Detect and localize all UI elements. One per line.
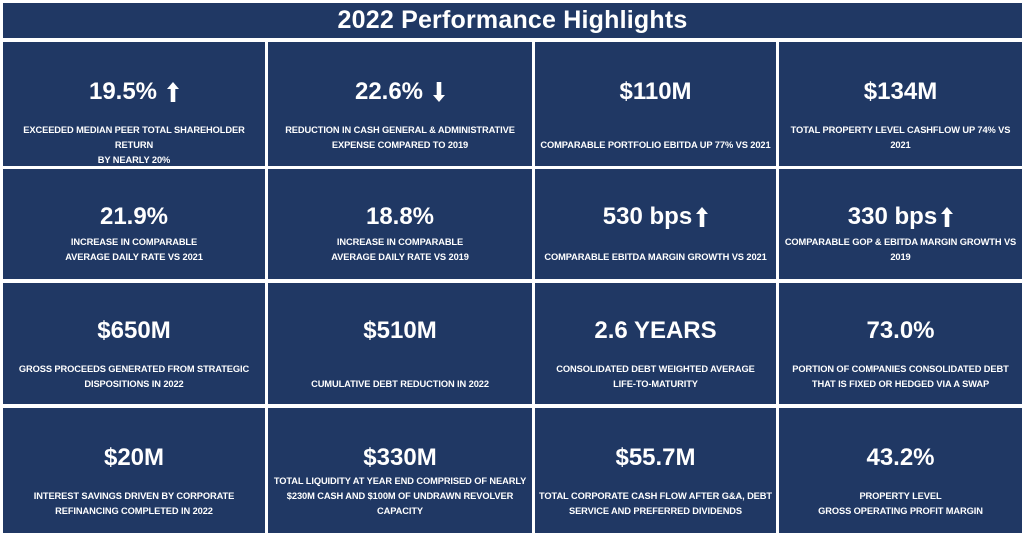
- card-value: $20M: [103, 444, 165, 471]
- card-value: $110M: [619, 78, 692, 105]
- card-value: 2.6 YEARS: [594, 317, 717, 344]
- card-description: TOTAL CORPORATE CASH FLOW AFTER G&A, DEB…: [539, 491, 772, 516]
- page-header: 2022 Performance Highlights: [3, 3, 1022, 38]
- card-description: INCREASE IN COMPARABLE AVERAGE DAILY RAT…: [331, 237, 469, 262]
- up-arrow-icon: [167, 82, 180, 102]
- card-description: PORTION OF COMPANIES CONSOLIDATED DEBT T…: [792, 364, 1009, 389]
- highlight-card-gop-ebitda-margin: 330 bps COMPARABLE GOP & EBITDA MARGIN G…: [779, 169, 1022, 279]
- highlight-card-debt-maturity: 2.6 YEARS CONSOLIDATED DEBT WEIGHTED AVE…: [535, 283, 776, 404]
- card-description: GROSS PROCEEDS GENERATED FROM STRATEGIC …: [18, 364, 250, 389]
- card-value: 19.5%: [3, 78, 265, 106]
- card-value: $134M: [863, 78, 938, 105]
- card-value: 21.9%: [99, 203, 169, 230]
- card-value: 18.8%: [365, 203, 435, 230]
- card-description: CONSOLIDATED DEBT WEIGHTED AVERAGE LIFE-…: [556, 364, 755, 389]
- card-description: EXCEEDED MEDIAN PEER TOTAL SHAREHOLDER R…: [23, 125, 245, 165]
- card-description: PROPERTY LEVEL GROSS OPERATING PROFIT MA…: [818, 491, 983, 516]
- card-description: TOTAL PROPERTY LEVEL CASHFLOW UP 74% VS …: [790, 125, 1011, 150]
- card-description: INCREASE IN COMPARABLE AVERAGE DAILY RAT…: [65, 237, 203, 262]
- highlight-card-debt-reduction: $510M CUMULATIVE DEBT REDUCTION IN 2022: [268, 283, 532, 404]
- highlight-card-corporate-cash-flow: $55.7M TOTAL CORPORATE CASH FLOW AFTER G…: [535, 408, 776, 533]
- highlight-card-adr-2019: 18.8% INCREASE IN COMPARABLE AVERAGE DAI…: [268, 169, 532, 279]
- card-description: COMPARABLE GOP & EBITDA MARGIN GROWTH VS…: [784, 237, 1017, 262]
- highlight-card-fixed-hedged-debt: 73.0% PORTION OF COMPANIES CONSOLIDATED …: [779, 283, 1022, 404]
- highlight-card-interest-savings: $20M INTEREST SAVINGS DRIVEN BY CORPORAT…: [3, 408, 265, 533]
- highlight-card-tsr: 19.5% EXCEEDED MEDIAN PEER TOTAL SHAREHO…: [3, 42, 265, 166]
- up-arrow-icon: [696, 207, 709, 227]
- card-value: 73.0%: [866, 317, 935, 344]
- card-value: $330M: [363, 444, 437, 471]
- highlight-card-adr-2021: 21.9% INCREASE IN COMPARABLE AVERAGE DAI…: [3, 169, 265, 279]
- card-description: REDUCTION IN CASH GENERAL & ADMINISTRATI…: [285, 125, 515, 150]
- up-arrow-icon: [941, 207, 954, 227]
- card-value: $650M: [97, 317, 171, 344]
- highlight-card-total-liquidity: $330M TOTAL LIQUIDITY AT YEAR END COMPRI…: [268, 408, 532, 533]
- page-title: 2022 Performance Highlights: [337, 6, 688, 34]
- highlight-card-ebitda-margin: 530 bps COMPARABLE EBITDA MARGIN GROWTH …: [535, 169, 776, 279]
- card-description: COMPARABLE PORTFOLIO EBITDA UP 77% VS 20…: [540, 140, 771, 150]
- highlight-card-portfolio-ebitda: $110M COMPARABLE PORTFOLIO EBITDA UP 77%…: [535, 42, 776, 166]
- highlight-card-property-cashflow: $134M TOTAL PROPERTY LEVEL CASHFLOW UP 7…: [779, 42, 1022, 166]
- card-value: 330 bps: [779, 203, 1022, 231]
- card-description: CUMULATIVE DEBT REDUCTION IN 2022: [311, 379, 489, 389]
- highlight-card-gop-margin: 43.2% PROPERTY LEVEL GROSS OPERATING PRO…: [779, 408, 1022, 533]
- highlight-card-gross-proceeds: $650M GROSS PROCEEDS GENERATED FROM STRA…: [3, 283, 265, 404]
- highlight-card-ga-reduction: 22.6% REDUCTION IN CASH GENERAL & ADMINI…: [268, 42, 532, 166]
- card-value: 530 bps: [535, 203, 776, 231]
- card-value: $510M: [363, 317, 437, 344]
- down-arrow-icon: [433, 82, 446, 102]
- card-description: INTEREST SAVINGS DRIVEN BY CORPORATE REF…: [33, 491, 235, 516]
- card-value: 22.6%: [268, 78, 532, 106]
- card-description: COMPARABLE EBITDA MARGIN GROWTH VS 2021: [544, 252, 767, 262]
- card-value: $55.7M: [615, 444, 696, 471]
- card-description: TOTAL LIQUIDITY AT YEAR END COMPRISED OF…: [273, 476, 527, 516]
- card-value: 43.2%: [866, 444, 935, 471]
